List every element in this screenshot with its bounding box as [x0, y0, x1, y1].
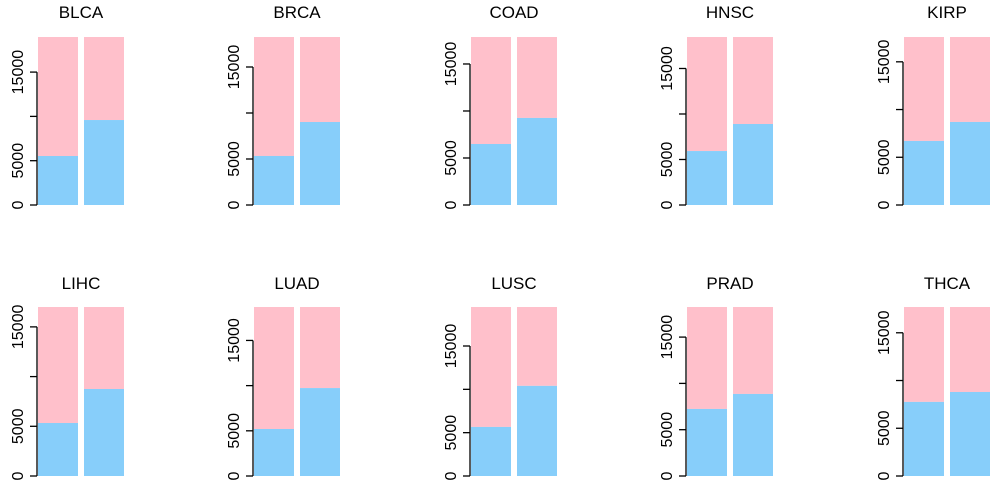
panel-title: LIHC — [62, 274, 101, 293]
bar-segment-lower — [950, 391, 990, 476]
bar-segment-lower — [517, 117, 557, 205]
panel-blca: 0 5000 15000 BLCA — [10, 3, 124, 209]
bar-segment-lower — [687, 151, 727, 205]
panel-luad: 0 5000 15000 LUAD — [226, 274, 340, 480]
bar-segment-lower — [300, 122, 340, 205]
bar-segment-upper — [84, 37, 124, 121]
y-tick-label: 15000 — [226, 45, 243, 90]
y-tick-label: 5000 — [226, 413, 243, 449]
panel-prad: 0 5000 15000 PRAD — [659, 274, 773, 480]
bar-segment-upper — [300, 37, 340, 123]
y-tick-label: 15000 — [10, 50, 27, 95]
panel-thca: 0 5000 15000 THCA — [876, 274, 990, 480]
y-tick-label: 0 — [226, 200, 243, 209]
panel-kirp: 0 5000 15000 KIRP — [876, 3, 990, 209]
bar-segment-lower — [733, 124, 773, 205]
y-tick-label: 0 — [10, 200, 27, 209]
bar-segment-upper — [904, 37, 944, 141]
bar-segment-lower — [904, 140, 944, 205]
panel-lusc: 0 5000 15000 LUSC — [443, 274, 557, 480]
bar-segment-lower — [38, 423, 78, 476]
bar-segment-upper — [687, 37, 727, 152]
y-tick-label: 5000 — [443, 415, 460, 451]
y-tick-label: 0 — [876, 200, 893, 209]
bar-segment-lower — [38, 156, 78, 205]
panel-title: THCA — [924, 274, 971, 293]
panel-title: BRCA — [273, 3, 321, 22]
y-tick-label: 15000 — [876, 39, 893, 84]
bar-segment-upper — [687, 307, 727, 409]
bar-segment-lower — [254, 155, 294, 205]
bar-segment-upper — [254, 307, 294, 430]
y-tick-label: 0 — [876, 471, 893, 480]
bar-segment-lower — [300, 388, 340, 476]
panel-title: LUSC — [491, 274, 536, 293]
y-tick-label: 5000 — [10, 143, 27, 179]
bar-segment-lower — [950, 121, 990, 205]
bar-segment-upper — [471, 307, 511, 427]
y-tick-label: 15000 — [443, 324, 460, 369]
bar-segment-upper — [733, 37, 773, 125]
bar-segment-upper — [950, 37, 990, 122]
panel-title: BLCA — [59, 3, 104, 22]
y-tick-label: 15000 — [659, 315, 676, 360]
bar-segment-upper — [38, 307, 78, 424]
y-tick-label: 0 — [10, 471, 27, 480]
panel-title: HNSC — [706, 3, 754, 22]
y-tick-label: 0 — [659, 471, 676, 480]
y-tick-label: 15000 — [876, 310, 893, 355]
panel-title: LUAD — [274, 274, 319, 293]
panel-title: COAD — [489, 3, 538, 22]
y-tick-label: 5000 — [876, 410, 893, 446]
y-tick-label: 5000 — [659, 142, 676, 178]
panel-hnsc: 0 5000 15000 HNSC — [659, 3, 773, 209]
panel-title: PRAD — [706, 274, 753, 293]
bar-segment-upper — [733, 307, 773, 394]
bar-segment-upper — [84, 307, 124, 390]
bar-segment-upper — [517, 37, 557, 118]
bar-segment-lower — [254, 429, 294, 476]
bar-segment-upper — [904, 307, 944, 402]
y-tick-label: 5000 — [10, 408, 27, 444]
bar-segment-lower — [471, 426, 511, 476]
bar-segment-upper — [300, 307, 340, 389]
bar-segment-upper — [38, 37, 78, 156]
bar-segment-upper — [950, 307, 990, 392]
panel-coad: 0 5000 15000 COAD — [443, 3, 557, 209]
bar-segment-upper — [517, 307, 557, 386]
y-tick-label: 15000 — [10, 305, 27, 350]
bar-segment-lower — [517, 385, 557, 476]
y-tick-label: 15000 — [226, 318, 243, 363]
y-tick-label: 5000 — [226, 141, 243, 177]
y-tick-label: 15000 — [443, 42, 460, 87]
panel-lihc: 0 5000 15000 LIHC — [10, 274, 124, 480]
bar-segment-upper — [471, 37, 511, 144]
y-tick-label: 5000 — [876, 139, 893, 175]
bar-segment-lower — [904, 401, 944, 476]
y-tick-label: 5000 — [659, 412, 676, 448]
bar-segment-lower — [84, 120, 124, 205]
y-tick-label: 0 — [443, 200, 460, 209]
y-tick-label: 0 — [659, 200, 676, 209]
y-tick-label: 0 — [226, 471, 243, 480]
y-tick-label: 15000 — [659, 46, 676, 91]
y-tick-label: 5000 — [443, 140, 460, 176]
bar-segment-lower — [84, 389, 124, 476]
panel-brca: 0 5000 15000 BRCA — [226, 3, 340, 209]
y-tick-label: 0 — [443, 471, 460, 480]
bar-segment-upper — [254, 37, 294, 156]
bar-segment-lower — [733, 393, 773, 476]
bar-segment-lower — [687, 408, 727, 476]
panel-title: KIRP — [927, 3, 967, 22]
bar-segment-lower — [471, 143, 511, 205]
